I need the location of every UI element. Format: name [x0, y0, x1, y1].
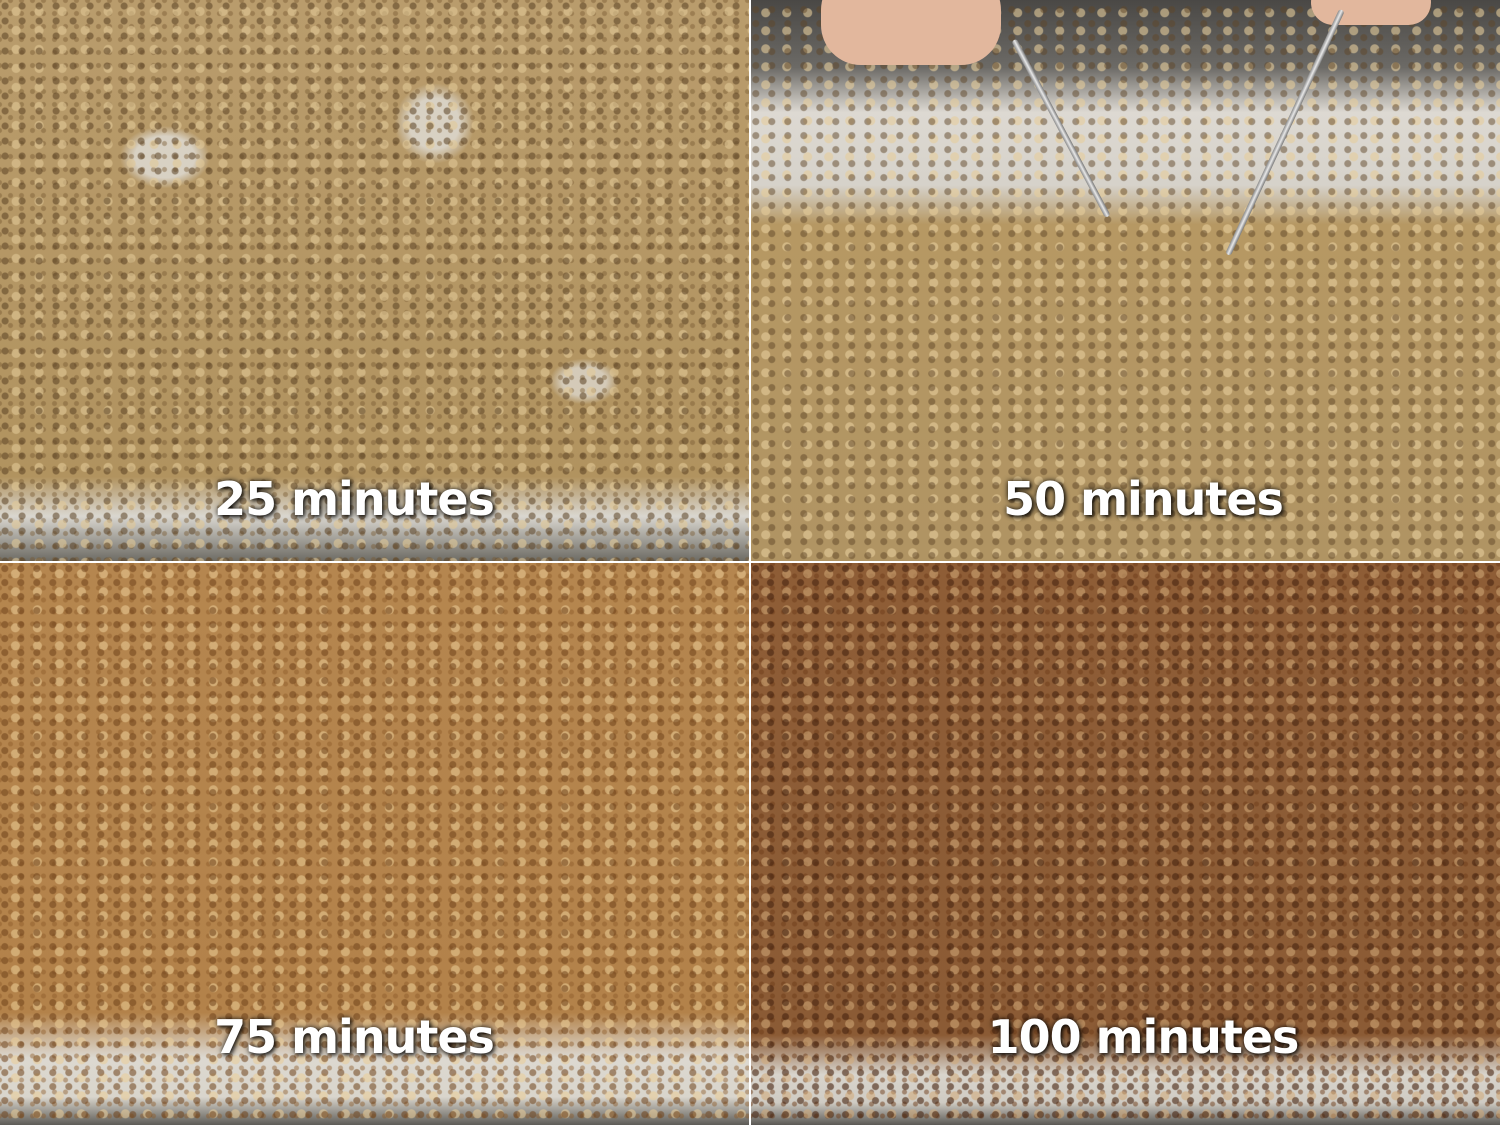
granola-texture: [751, 563, 1500, 1125]
granola-texture: [0, 0, 749, 561]
granola-texture: [0, 563, 749, 1125]
time-label: 100 minutes: [987, 1010, 1300, 1064]
granola-photo-100-minutes: 100 minutes: [751, 563, 1500, 1125]
time-label: 75 minutes: [214, 1010, 495, 1064]
granola-photo-75-minutes: 75 minutes: [0, 563, 749, 1125]
time-label: 50 minutes: [1003, 472, 1284, 526]
granola-texture: [751, 0, 1500, 561]
granola-photo-50-minutes: 50 minutes: [751, 0, 1500, 561]
time-label: 25 minutes: [214, 472, 495, 526]
hand: [1311, 0, 1431, 25]
hand: [821, 0, 1001, 65]
granola-photo-25-minutes: 25 minutes: [0, 0, 749, 561]
